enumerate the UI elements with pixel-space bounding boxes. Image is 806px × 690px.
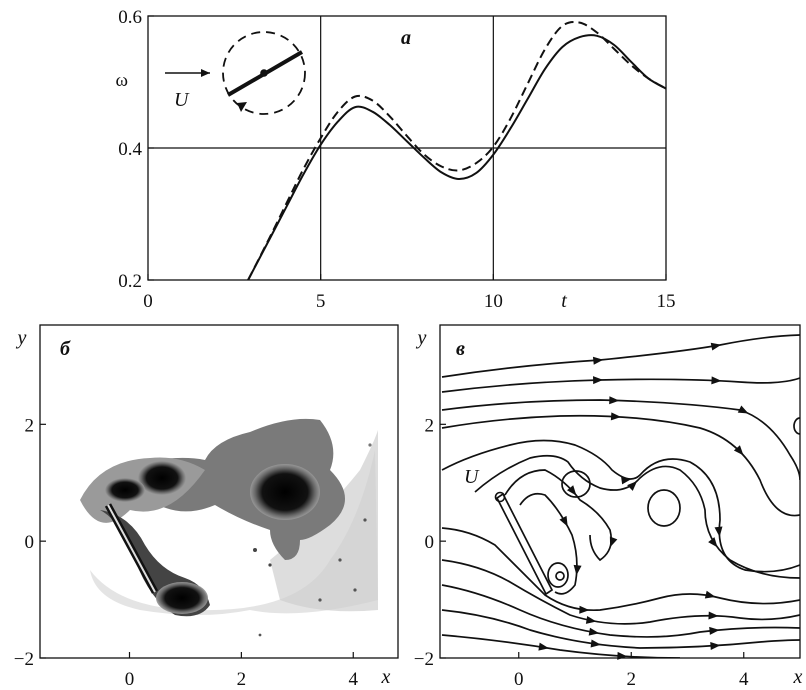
panel-c-ytick-label: 0 xyxy=(425,532,435,553)
panel-a-xtick-label: 15 xyxy=(657,291,676,312)
panel-c-xtick-label: 0 xyxy=(514,669,524,690)
streamline-arrowhead xyxy=(621,476,632,485)
panel-b-letter: б xyxy=(60,338,71,360)
panel-b-xtick-label: 4 xyxy=(349,669,359,690)
panel-a-letter: a xyxy=(401,27,411,49)
panel-a-xtick-label: 5 xyxy=(316,291,326,312)
streamline-10 xyxy=(441,559,800,625)
panel-a-plot: 0 5 10 15 0.2 0.4 0.6 ω t a U xyxy=(115,7,675,312)
vortex-loop-5 xyxy=(793,417,800,435)
streamline-8 xyxy=(519,492,578,595)
panel-a-y-label: ω xyxy=(115,70,128,91)
panel-c-plot: 0 2 4 −2 0 2 y x в U xyxy=(414,324,803,690)
panel-c-y-label: y xyxy=(416,327,427,349)
panel-a-y-ticks: 0.2 0.4 0.6 xyxy=(118,7,154,292)
panel-c-frame xyxy=(439,324,801,659)
streamline-arrowhead xyxy=(733,445,744,456)
streamline-arrowhead xyxy=(711,376,722,385)
vortex-loop-2 xyxy=(647,489,681,527)
panel-b-vorticity-field xyxy=(80,418,378,637)
streamline-arrowhead xyxy=(627,481,638,491)
streamline-arrowhead xyxy=(566,485,577,496)
streamline-arrowhead xyxy=(704,590,716,599)
panel-b-x-ticks: 0 2 4 xyxy=(125,652,359,690)
panel-c-letter: в xyxy=(456,338,465,360)
streamline-arrowhead xyxy=(593,376,604,385)
panel-c-streamlines xyxy=(441,334,800,658)
streamline-arrowhead xyxy=(617,651,628,660)
streamline-arrowhead xyxy=(585,615,597,624)
streamline-arrowhead xyxy=(592,356,604,365)
panel-a-series xyxy=(247,21,667,281)
streamline-arrowhead xyxy=(609,396,620,405)
streamline-arrowhead xyxy=(710,641,721,650)
streamline-2 xyxy=(441,377,800,393)
panel-c-ytick-label: −2 xyxy=(414,649,434,670)
panel-b-y-ticks: −2 0 2 xyxy=(14,415,46,670)
panel-a-flow-label: U xyxy=(174,89,190,111)
panel-b-x-label: x xyxy=(381,666,391,688)
panel-a-ytick-label: 0.4 xyxy=(118,139,142,160)
streamline-arrowhead xyxy=(538,642,549,651)
panel-c-xtick-label: 4 xyxy=(739,669,749,690)
panel-a-series-dashed xyxy=(247,21,667,281)
vortex-loop-1 xyxy=(561,470,591,498)
panel-c-flow-label: U xyxy=(464,466,480,488)
streamline-9 xyxy=(441,527,800,612)
panel-c-plate xyxy=(495,492,554,596)
streamline-6 xyxy=(474,454,800,579)
streamline-arrowhead xyxy=(610,412,622,421)
streamline-arrowhead xyxy=(714,526,723,537)
panel-c-xtick-label: 2 xyxy=(627,669,637,690)
panel-b-ytick-label: 2 xyxy=(25,415,35,436)
streamline-arrowhead xyxy=(609,536,618,548)
streamline-arrowhead xyxy=(579,605,590,614)
streamline-11 xyxy=(441,584,800,638)
streamline-7 xyxy=(504,469,613,562)
streamline-5 xyxy=(441,439,800,573)
streamline-arrowhead xyxy=(709,626,720,635)
panel-c-x-ticks: 0 2 4 xyxy=(514,652,749,690)
panel-a-series-solid xyxy=(247,34,667,281)
panel-b-plot: 0 2 4 −2 0 2 y x б xyxy=(14,324,399,690)
panel-c-ytick-label: 2 xyxy=(425,415,435,436)
panel-a-xtick-label: 10 xyxy=(484,291,503,312)
streamline-arrowhead xyxy=(737,405,749,414)
streamline-arrowhead xyxy=(559,515,568,527)
streamline-4 xyxy=(441,414,800,517)
streamline-1 xyxy=(441,334,800,378)
panel-a-xtick-label: 0 xyxy=(143,291,153,312)
panel-b-frame xyxy=(39,324,399,659)
panel-a-inset-plate: U xyxy=(165,31,306,115)
panel-b-y-label: y xyxy=(16,327,27,349)
panel-a-x-ticks: 0 5 10 15 xyxy=(143,274,676,312)
streamline-arrowhead xyxy=(590,639,601,648)
panel-c-y-ticks: −2 0 2 xyxy=(414,415,446,670)
panel-b-ytick-label: 0 xyxy=(25,532,35,553)
panel-a-ytick-label: 0.6 xyxy=(118,7,142,28)
vortex-loop-3 xyxy=(547,562,569,588)
streamline-arrowhead xyxy=(573,564,582,576)
panel-b-ytick-label: −2 xyxy=(14,649,34,670)
streamline-13 xyxy=(441,634,681,658)
panel-a-gridlines xyxy=(148,16,666,280)
streamline-12 xyxy=(441,609,800,649)
vortex-loop-4 xyxy=(555,571,565,581)
streamline-3 xyxy=(441,399,800,481)
panel-b-xtick-label: 0 xyxy=(125,669,135,690)
streamline-arrowhead xyxy=(708,611,719,620)
streamline-arrowhead xyxy=(710,342,722,351)
panel-c-x-label: x xyxy=(793,666,803,688)
streamline-arrowhead xyxy=(708,537,718,548)
panel-a-ytick-label: 0.2 xyxy=(118,271,142,292)
streamline-arrowhead xyxy=(588,627,600,636)
panel-c-arrowheads xyxy=(538,342,749,660)
panel-b-xtick-label: 2 xyxy=(237,669,247,690)
panel-a-x-label: t xyxy=(561,290,567,312)
